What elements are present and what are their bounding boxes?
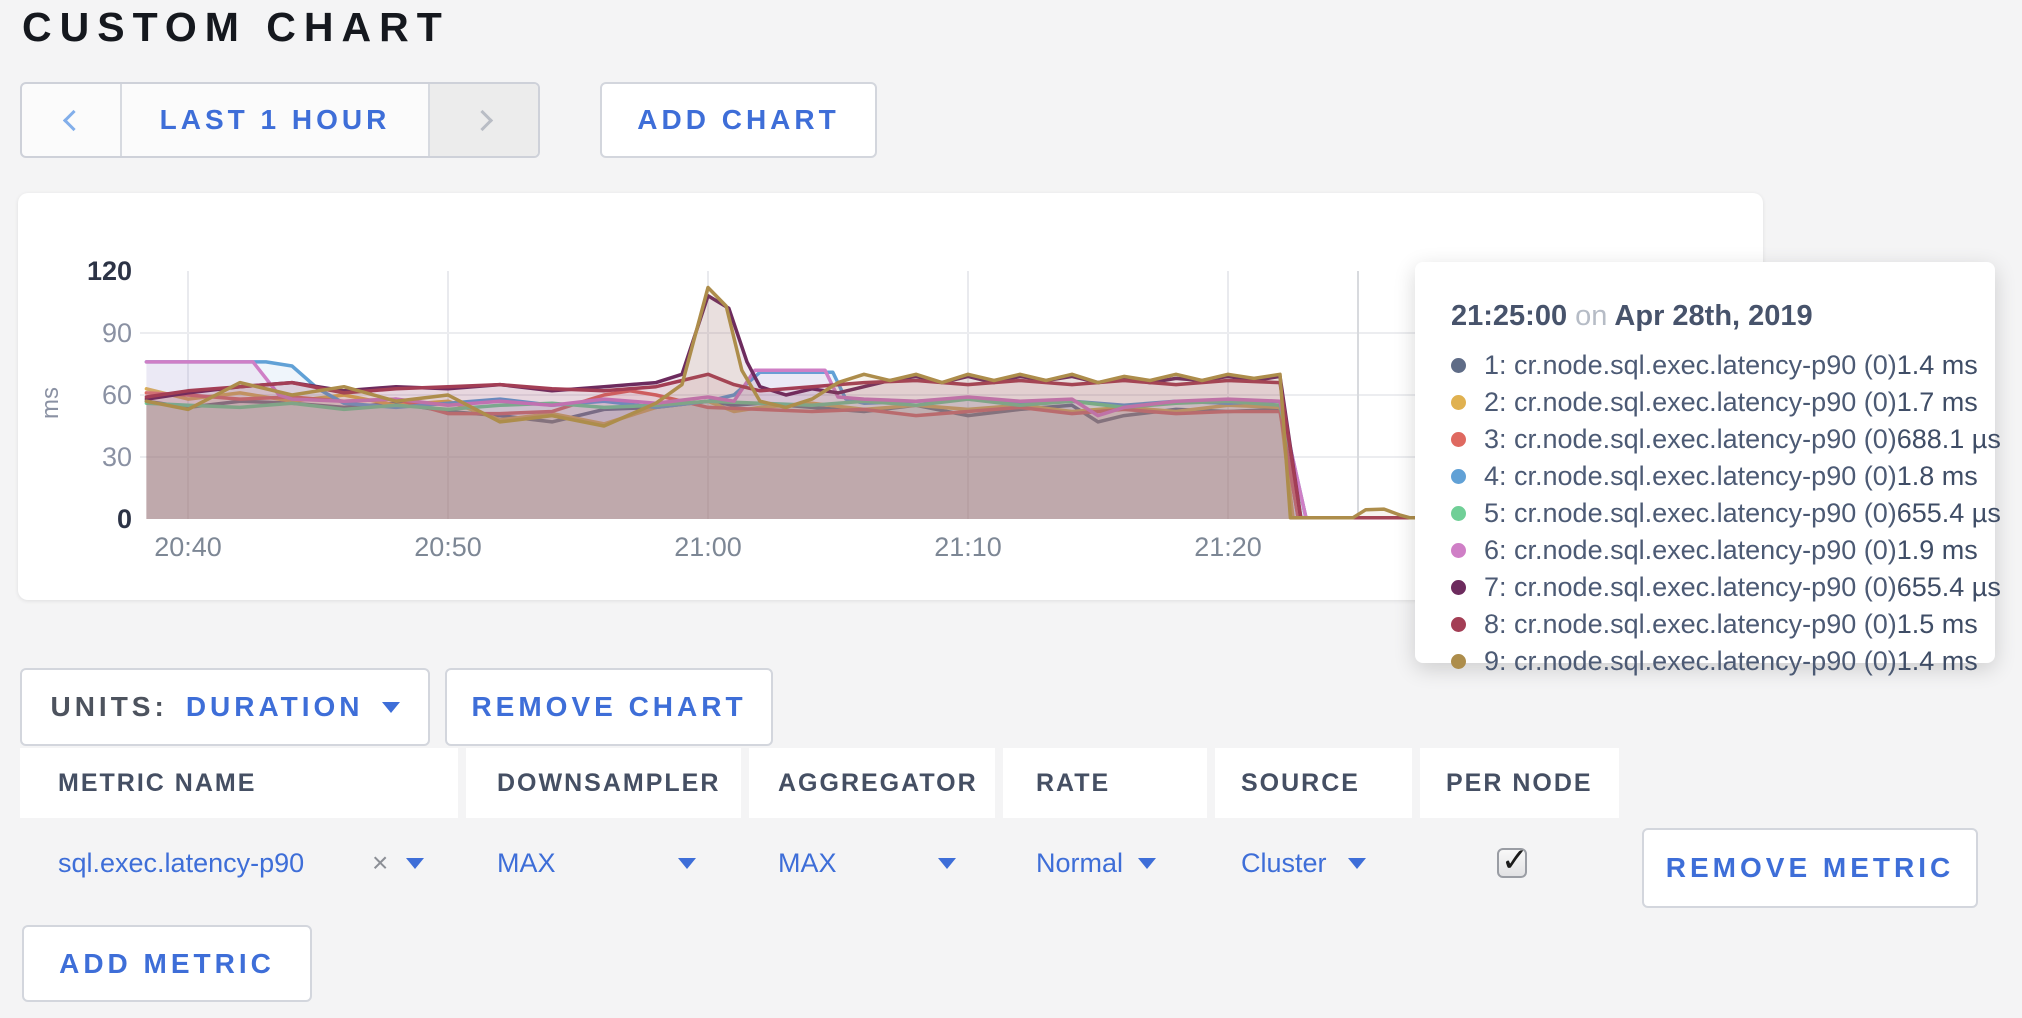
time-range-selector: LAST 1 HOUR xyxy=(20,82,540,158)
tooltip-row: 9: cr.node.sql.exec.latency-p90 (0) 1.4 m… xyxy=(1449,643,1978,680)
svg-text:20:40: 20:40 xyxy=(154,532,222,562)
tooltip-series-value: 1.8 ms xyxy=(1896,461,1978,491)
tooltip-row: 4: cr.node.sql.exec.latency-p90 (0) 1.8 m… xyxy=(1449,458,1978,495)
downsampler-dropdown[interactable] xyxy=(678,818,696,908)
tooltip-time: 21:25:00 xyxy=(1451,300,1568,332)
tooltip-series-label: 2: cr.node.sql.exec.latency-p90 (0) xyxy=(1484,387,1897,417)
tooltip-series-value: 655.4 µs xyxy=(1896,572,2001,602)
tooltip-row: 2: cr.node.sql.exec.latency-p90 (0) 1.7 m… xyxy=(1449,384,1978,421)
tooltip-series-value: 1.7 ms xyxy=(1896,387,1978,417)
add-metric-button[interactable]: ADD METRIC xyxy=(22,925,312,1002)
tooltip-row: 1: cr.node.sql.exec.latency-p90 (0) 1.4 m… xyxy=(1449,347,1978,384)
time-range-dropdown[interactable]: LAST 1 HOUR xyxy=(159,104,391,135)
chevron-down-icon xyxy=(406,857,424,869)
tooltip-series-label: 3: cr.node.sql.exec.latency-p90 (0) xyxy=(1484,424,1897,454)
chevron-down-icon xyxy=(381,701,400,713)
column-header-source: SOURCE xyxy=(1215,748,1412,818)
tooltip-series-label: 7: cr.node.sql.exec.latency-p90 (0) xyxy=(1484,572,1897,602)
svg-text:21:20: 21:20 xyxy=(1194,532,1262,562)
downsampler-value[interactable]: MAX xyxy=(497,847,556,878)
series-color-dot xyxy=(1451,506,1466,521)
svg-text:30: 30 xyxy=(102,442,132,472)
checkmark-icon: ✓ xyxy=(1501,841,1529,878)
series-color-dot xyxy=(1451,543,1466,558)
tooltip-series-label: 5: cr.node.sql.exec.latency-p90 (0) xyxy=(1484,498,1897,528)
tooltip-row: 8: cr.node.sql.exec.latency-p90 (0) 1.5 m… xyxy=(1449,606,1978,643)
column-header-downsampler: DOWNSAMPLER xyxy=(466,748,741,818)
source-value[interactable]: Cluster xyxy=(1241,847,1327,878)
tooltip-series-value: 1.4 ms xyxy=(1896,646,1978,676)
svg-text:ms: ms xyxy=(37,387,64,419)
tooltip-series-list: 1: cr.node.sql.exec.latency-p90 (0) 1.4 m… xyxy=(1449,347,2001,680)
tooltip-row: 6: cr.node.sql.exec.latency-p90 (0) 1.9 m… xyxy=(1449,532,1978,569)
rate-value[interactable]: Normal xyxy=(1036,847,1124,878)
add-chart-button[interactable]: ADD CHART xyxy=(600,82,877,158)
tooltip-series-value: 655.4 µs xyxy=(1896,498,2001,528)
series-color-dot xyxy=(1451,358,1466,373)
series-color-dot xyxy=(1451,395,1466,410)
svg-text:120: 120 xyxy=(87,256,132,286)
remove-chart-button[interactable]: REMOVE CHART xyxy=(445,668,773,746)
aggregator-value[interactable]: MAX xyxy=(778,847,837,878)
chevron-down-icon xyxy=(938,857,956,869)
units-label: UNITS: xyxy=(50,691,168,722)
series-color-dot xyxy=(1451,617,1466,632)
chevron-down-icon xyxy=(1348,857,1366,869)
tooltip-series-value: 1.4 ms xyxy=(1896,350,1978,380)
tooltip-row: 5: cr.node.sql.exec.latency-p90 (0) 655.4… xyxy=(1449,495,2001,532)
chart-hover-tooltip: 21:25:00 on Apr 28th, 2019 1: cr.node.sq… xyxy=(1415,262,2001,676)
tooltip-series-label: 1: cr.node.sql.exec.latency-p90 (0) xyxy=(1484,350,1897,380)
units-value: DURATION xyxy=(185,691,364,722)
units-dropdown[interactable]: UNITS: DURATION xyxy=(20,668,430,746)
metric-name-value[interactable]: sql.exec.latency-p90 xyxy=(58,847,305,878)
chevron-left-icon xyxy=(62,109,84,131)
tooltip-series-value: 1.9 ms xyxy=(1896,535,1978,565)
svg-text:21:10: 21:10 xyxy=(934,532,1002,562)
rate-dropdown[interactable] xyxy=(1138,818,1156,908)
tooltip-series-label: 6: cr.node.sql.exec.latency-p90 (0) xyxy=(1484,535,1897,565)
column-header-rate: RATE xyxy=(1003,748,1207,818)
remove-metric-button[interactable]: REMOVE METRIC xyxy=(1642,828,1978,908)
tooltip-series-label: 4: cr.node.sql.exec.latency-p90 (0) xyxy=(1484,461,1897,491)
tooltip-timestamp: 21:25:00 on Apr 28th, 2019 xyxy=(1451,300,1813,332)
chart-card: 0 30 60 90 120 20:40 20:50 21:00 21:10 21:20 ms xyxy=(18,193,1763,600)
clear-metric-icon[interactable]: × xyxy=(372,847,389,878)
tooltip-row: 7: cr.node.sql.exec.latency-p90 (0) 655.4… xyxy=(1449,569,2001,606)
latency-chart[interactable]: 0 30 60 90 120 20:40 20:50 21:00 21:10 21:20 ms xyxy=(18,193,1763,600)
source-dropdown[interactable] xyxy=(1348,818,1366,908)
time-range-prev-button[interactable] xyxy=(22,84,122,156)
tooltip-row: 3: cr.node.sql.exec.latency-p90 (0) 688.1… xyxy=(1449,421,2001,458)
svg-text:20:50: 20:50 xyxy=(414,532,482,562)
svg-text:60: 60 xyxy=(102,380,132,410)
column-header-metric-name: METRIC NAME xyxy=(20,748,458,818)
series-color-dot xyxy=(1451,654,1466,669)
series-color-dot xyxy=(1451,469,1466,484)
tooltip-series-value: 688.1 µs xyxy=(1896,424,2001,454)
tooltip-series-label: 9: cr.node.sql.exec.latency-p90 (0) xyxy=(1484,646,1897,676)
series-color-dot xyxy=(1451,580,1466,595)
chevron-down-icon xyxy=(1138,857,1156,869)
svg-text:0: 0 xyxy=(117,504,132,534)
chevron-right-icon xyxy=(471,109,493,131)
aggregator-dropdown[interactable] xyxy=(938,818,956,908)
svg-text:21:00: 21:00 xyxy=(674,532,742,562)
column-header-aggregator: AGGREGATOR xyxy=(749,748,995,818)
column-header-per-node: PER NODE xyxy=(1420,748,1619,818)
tooltip-series-value: 1.5 ms xyxy=(1896,609,1978,639)
tooltip-series-label: 8: cr.node.sql.exec.latency-p90 (0) xyxy=(1484,609,1897,639)
chevron-down-icon xyxy=(678,857,696,869)
per-node-checkbox[interactable]: ✓ xyxy=(1497,818,1529,908)
page-title: CUSTOM CHART xyxy=(22,4,450,50)
svg-text:90: 90 xyxy=(102,318,132,348)
metric-name-dropdown[interactable] xyxy=(406,818,424,908)
series-color-dot xyxy=(1451,432,1466,447)
time-range-next-button[interactable] xyxy=(428,84,538,156)
